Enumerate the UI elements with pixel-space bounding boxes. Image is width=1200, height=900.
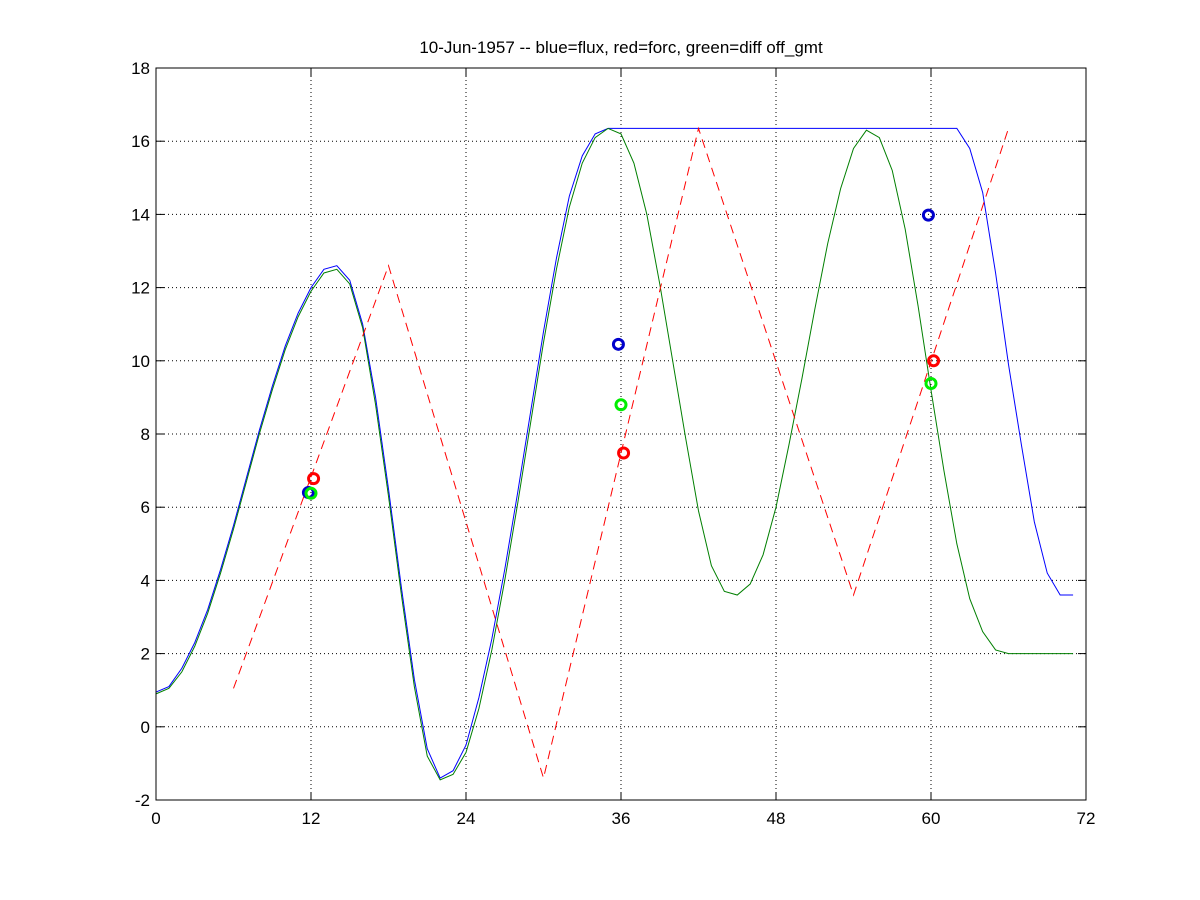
- blue-marker-point: [611, 337, 625, 351]
- x-tick-label: 72: [1077, 809, 1096, 828]
- y-tick-label: 0: [141, 718, 150, 737]
- y-tick-label: 14: [131, 205, 150, 224]
- y-tick-label: 16: [131, 132, 150, 151]
- diff-series-line: [155, 127, 1074, 781]
- y-tick-label: 12: [131, 279, 150, 298]
- chart-title: 10-Jun-1957 -- blue=flux, red=forc, gree…: [419, 38, 823, 57]
- green-marker-point: [614, 398, 628, 412]
- x-tick-label: 36: [612, 809, 631, 828]
- x-tick-label: 24: [457, 809, 476, 828]
- y-tick-label: 10: [131, 352, 150, 371]
- red-marker-point: [307, 472, 321, 486]
- marker-layer: [301, 208, 941, 500]
- x-tick-label: 60: [922, 809, 941, 828]
- grid-lines: [156, 68, 1086, 800]
- y-tick-label: -2: [135, 791, 150, 810]
- x-tick-label: 12: [302, 809, 321, 828]
- y-tick-label: 4: [141, 571, 150, 590]
- x-tick-label: 48: [767, 809, 786, 828]
- y-tick-label: 2: [141, 645, 150, 664]
- blue-marker-point: [921, 208, 935, 222]
- flux-series-line: [155, 127, 1074, 779]
- y-tick-label: 8: [141, 425, 150, 444]
- red-marker-point: [927, 354, 941, 368]
- y-tick-label: 6: [141, 498, 150, 517]
- forc-series-line: [233, 126, 1009, 780]
- series-layer: [155, 126, 1074, 781]
- x-tick-label: 0: [151, 809, 160, 828]
- green-marker-point: [304, 486, 318, 500]
- green-marker-point: [924, 376, 938, 390]
- red-marker-point: [617, 446, 631, 460]
- y-tick-label: 18: [131, 59, 150, 78]
